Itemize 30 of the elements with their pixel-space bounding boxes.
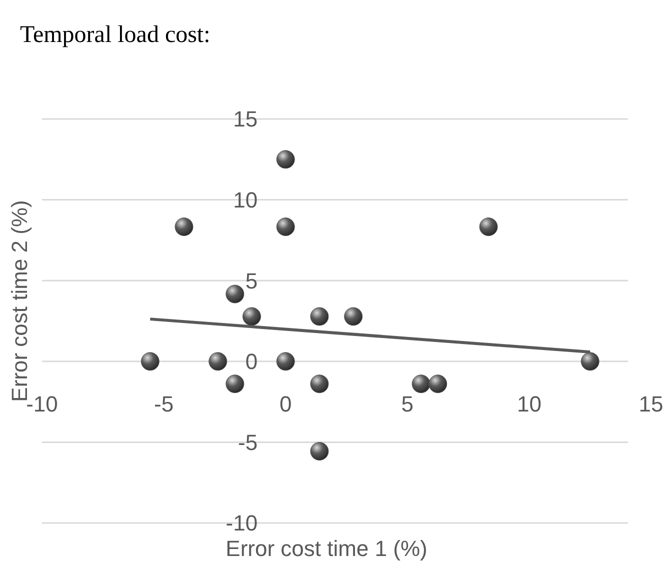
- point: [428, 374, 448, 394]
- point: [479, 218, 498, 236]
- point: [310, 307, 329, 326]
- point: [276, 352, 295, 371]
- point: [226, 374, 244, 394]
- chart-title: Temporal load cost:: [20, 22, 210, 48]
- point: [580, 352, 600, 371]
- point: [276, 150, 295, 169]
- y-tick-label: 5: [245, 268, 258, 294]
- y-tick-label: 10: [233, 188, 258, 212]
- point: [226, 284, 244, 304]
- point: [412, 374, 430, 394]
- x-tick-label: -5: [154, 391, 174, 416]
- point: [276, 218, 295, 236]
- point: [310, 374, 329, 394]
- x-tick-label: 10: [516, 391, 542, 416]
- x-axis-title: Error cost time 1 (%): [226, 536, 428, 561]
- y-tick-label: -5: [238, 430, 258, 455]
- point: [344, 307, 363, 326]
- point: [208, 352, 228, 371]
- point: [242, 307, 261, 326]
- point: [140, 352, 160, 371]
- point: [310, 442, 329, 460]
- x-tick-label: 15: [638, 391, 664, 416]
- y-tick-label: 15: [233, 106, 258, 132]
- x-tick-label: 0: [279, 391, 292, 416]
- y-tick-label: -10: [226, 510, 258, 536]
- point: [174, 218, 194, 236]
- x-tick-label: 5: [401, 391, 414, 416]
- y-tick-label: 0: [245, 349, 258, 374]
